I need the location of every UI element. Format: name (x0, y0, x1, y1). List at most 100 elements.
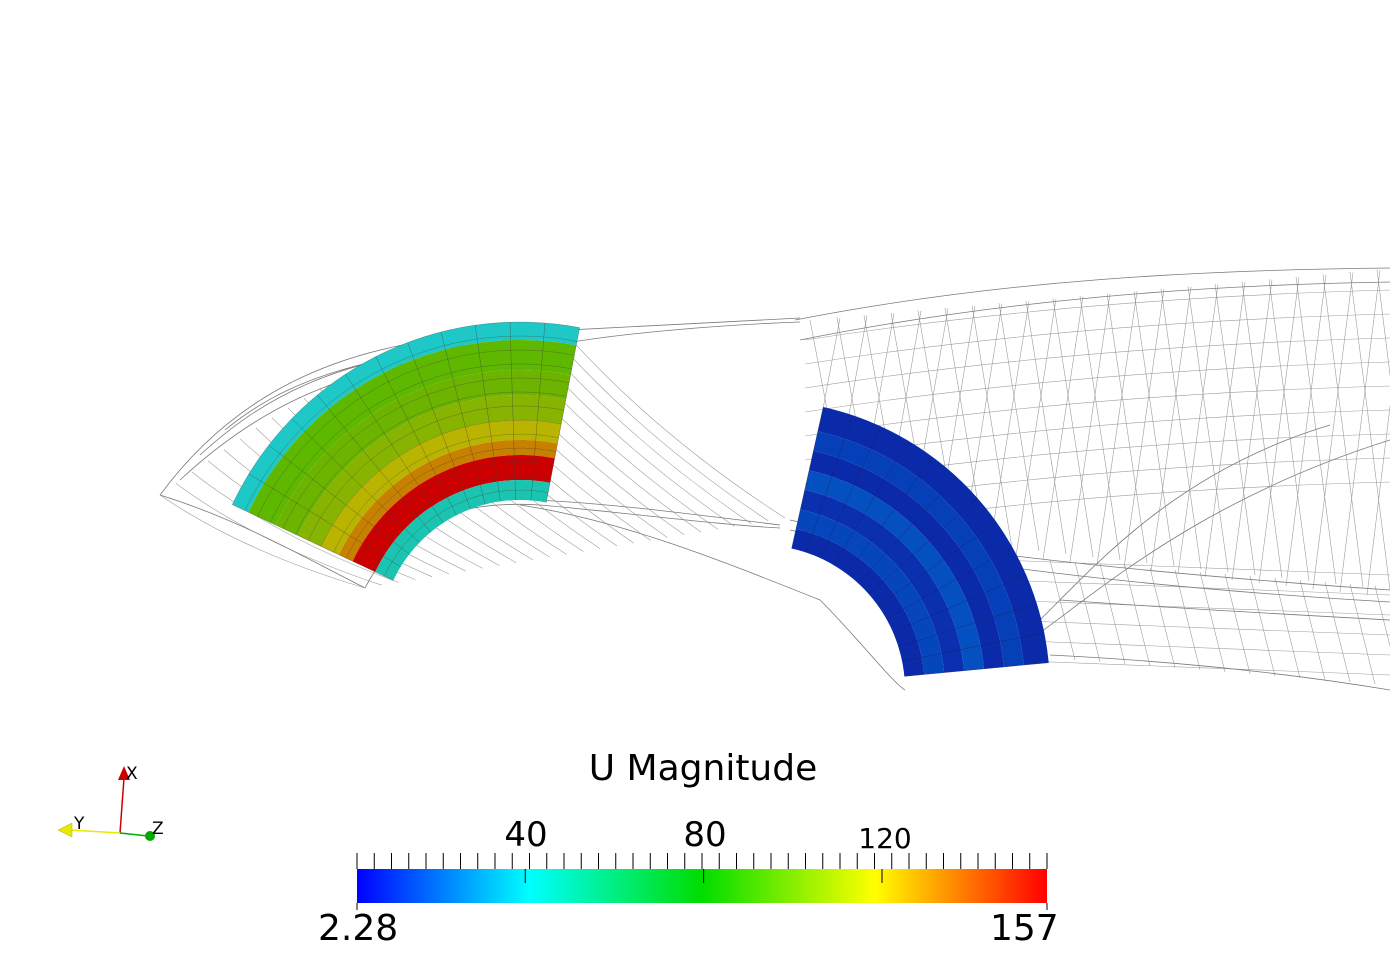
y-axis-line (69, 829, 121, 834)
mesh-line (971, 305, 1013, 549)
slice-grid-line (892, 574, 1027, 633)
mesh-line (1249, 575, 1276, 677)
y-axis-arrow-icon (57, 822, 73, 838)
mesh-line (1349, 583, 1376, 685)
mesh-line (1069, 293, 1111, 563)
slice-band (804, 470, 985, 671)
slice-band (375, 479, 550, 581)
mesh-line (999, 619, 1390, 636)
color-legend (356, 853, 1048, 910)
slice-grid-arc (346, 447, 557, 559)
mesh-line (1177, 284, 1219, 575)
slice-grid-line (530, 322, 546, 501)
x-axis-arrow-icon (118, 766, 130, 780)
mesh-line (1174, 569, 1201, 671)
mesh-line (1199, 571, 1226, 673)
mesh-line (999, 579, 1390, 596)
slice-grid-line (440, 331, 486, 505)
slice-grid-line (904, 662, 1049, 677)
slice-band (817, 406, 1049, 666)
slice-grid-arc (371, 475, 551, 571)
slice-grid-arc (333, 433, 559, 553)
x-axis-line (119, 777, 125, 834)
colorbar-tick-label-120: 120 (858, 822, 912, 855)
mesh-line (1133, 291, 1175, 567)
colorbar-tick-label-40: 40 (504, 815, 548, 855)
mesh-line (1099, 563, 1126, 665)
slice-grid-arc (295, 391, 567, 535)
mesh-line (804, 385, 1390, 437)
slice-grid-arc (358, 461, 554, 565)
mesh-line (159, 494, 366, 589)
slice-grid-line (545, 327, 580, 503)
mesh-line (1049, 559, 1076, 661)
slice-grid-line (317, 394, 431, 533)
slice-grid-arc (308, 405, 564, 541)
slice-grid-arc (244, 335, 578, 511)
slice-grid-line (806, 415, 853, 553)
mesh-line (1285, 274, 1327, 587)
mesh-line (1106, 293, 1148, 564)
slice-grid-line (868, 498, 978, 595)
mesh-line (804, 361, 1390, 413)
slice-grid-line (846, 457, 934, 574)
mesh-line (1204, 281, 1246, 578)
x-axis-label: X (126, 764, 138, 784)
orientation-axes (57, 766, 155, 841)
mesh-line (999, 659, 1390, 676)
mesh-line (1214, 283, 1256, 576)
mesh-line (804, 313, 1390, 365)
slice-grid-arc (232, 321, 580, 505)
slice-band (352, 455, 555, 572)
slice-grid-line (878, 521, 997, 607)
slice-grid-arc (270, 363, 572, 523)
slice-grid-arc (282, 377, 570, 529)
slice-grid-line (509, 322, 516, 501)
slice-grid-line (345, 374, 444, 524)
slice-grid-line (820, 426, 881, 559)
mesh-line (1123, 289, 1165, 569)
colorbar-ticks (356, 853, 1048, 910)
colorbar-max-label: 157 (990, 908, 1059, 949)
mesh-line (1149, 567, 1176, 669)
slice-grid-line (886, 547, 1013, 620)
mesh-line (1241, 281, 1283, 579)
mesh-line (804, 289, 1390, 341)
mesh-line (1349, 271, 1390, 591)
mesh-line (1322, 274, 1364, 588)
slice-band (813, 431, 1024, 667)
velocity-slice-inlet (232, 321, 580, 581)
z-axis-line (119, 832, 149, 837)
slice-band (298, 395, 566, 547)
mesh-line (1299, 579, 1326, 681)
mesh-line (1376, 269, 1390, 378)
mesh-line (1231, 279, 1273, 581)
slice-band (800, 489, 965, 673)
slice-grid-arc (320, 419, 562, 547)
mesh-line (1312, 272, 1354, 590)
mesh-line (559, 326, 786, 519)
y-axis-label: Y (74, 814, 85, 834)
mesh-line (1366, 404, 1390, 596)
mesh-line (1258, 277, 1300, 584)
colorbar-min-label: 2.28 (318, 908, 399, 949)
mesh-line (999, 639, 1390, 656)
slice-grid-line (857, 476, 957, 584)
slice-band (248, 340, 577, 526)
mesh-line (1224, 573, 1251, 675)
mesh-line (1042, 296, 1084, 560)
slice-band (339, 439, 558, 562)
slice-grid-line (474, 325, 501, 502)
z-axis-arrow-icon (145, 831, 155, 841)
mesh-line (1274, 577, 1301, 679)
slice-band (320, 420, 562, 555)
colorbar-title: U Magnitude (588, 748, 818, 789)
slice-grid-line (232, 504, 394, 581)
mesh-line (191, 471, 399, 583)
mesh-line (999, 559, 1390, 576)
mesh-line (1025, 300, 1067, 555)
mesh-line (988, 301, 1030, 554)
mesh-line (1079, 295, 1121, 561)
slice-grid-line (898, 603, 1037, 647)
